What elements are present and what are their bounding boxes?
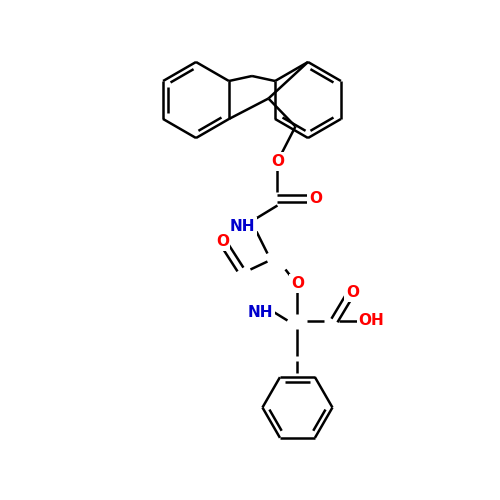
Text: O: O bbox=[216, 234, 229, 249]
Text: OH: OH bbox=[358, 313, 384, 328]
Text: O: O bbox=[271, 154, 284, 169]
Text: O: O bbox=[346, 285, 359, 300]
Text: O: O bbox=[309, 191, 322, 206]
Text: NH: NH bbox=[230, 219, 255, 234]
Text: O: O bbox=[291, 276, 304, 291]
Text: NH: NH bbox=[248, 305, 273, 320]
